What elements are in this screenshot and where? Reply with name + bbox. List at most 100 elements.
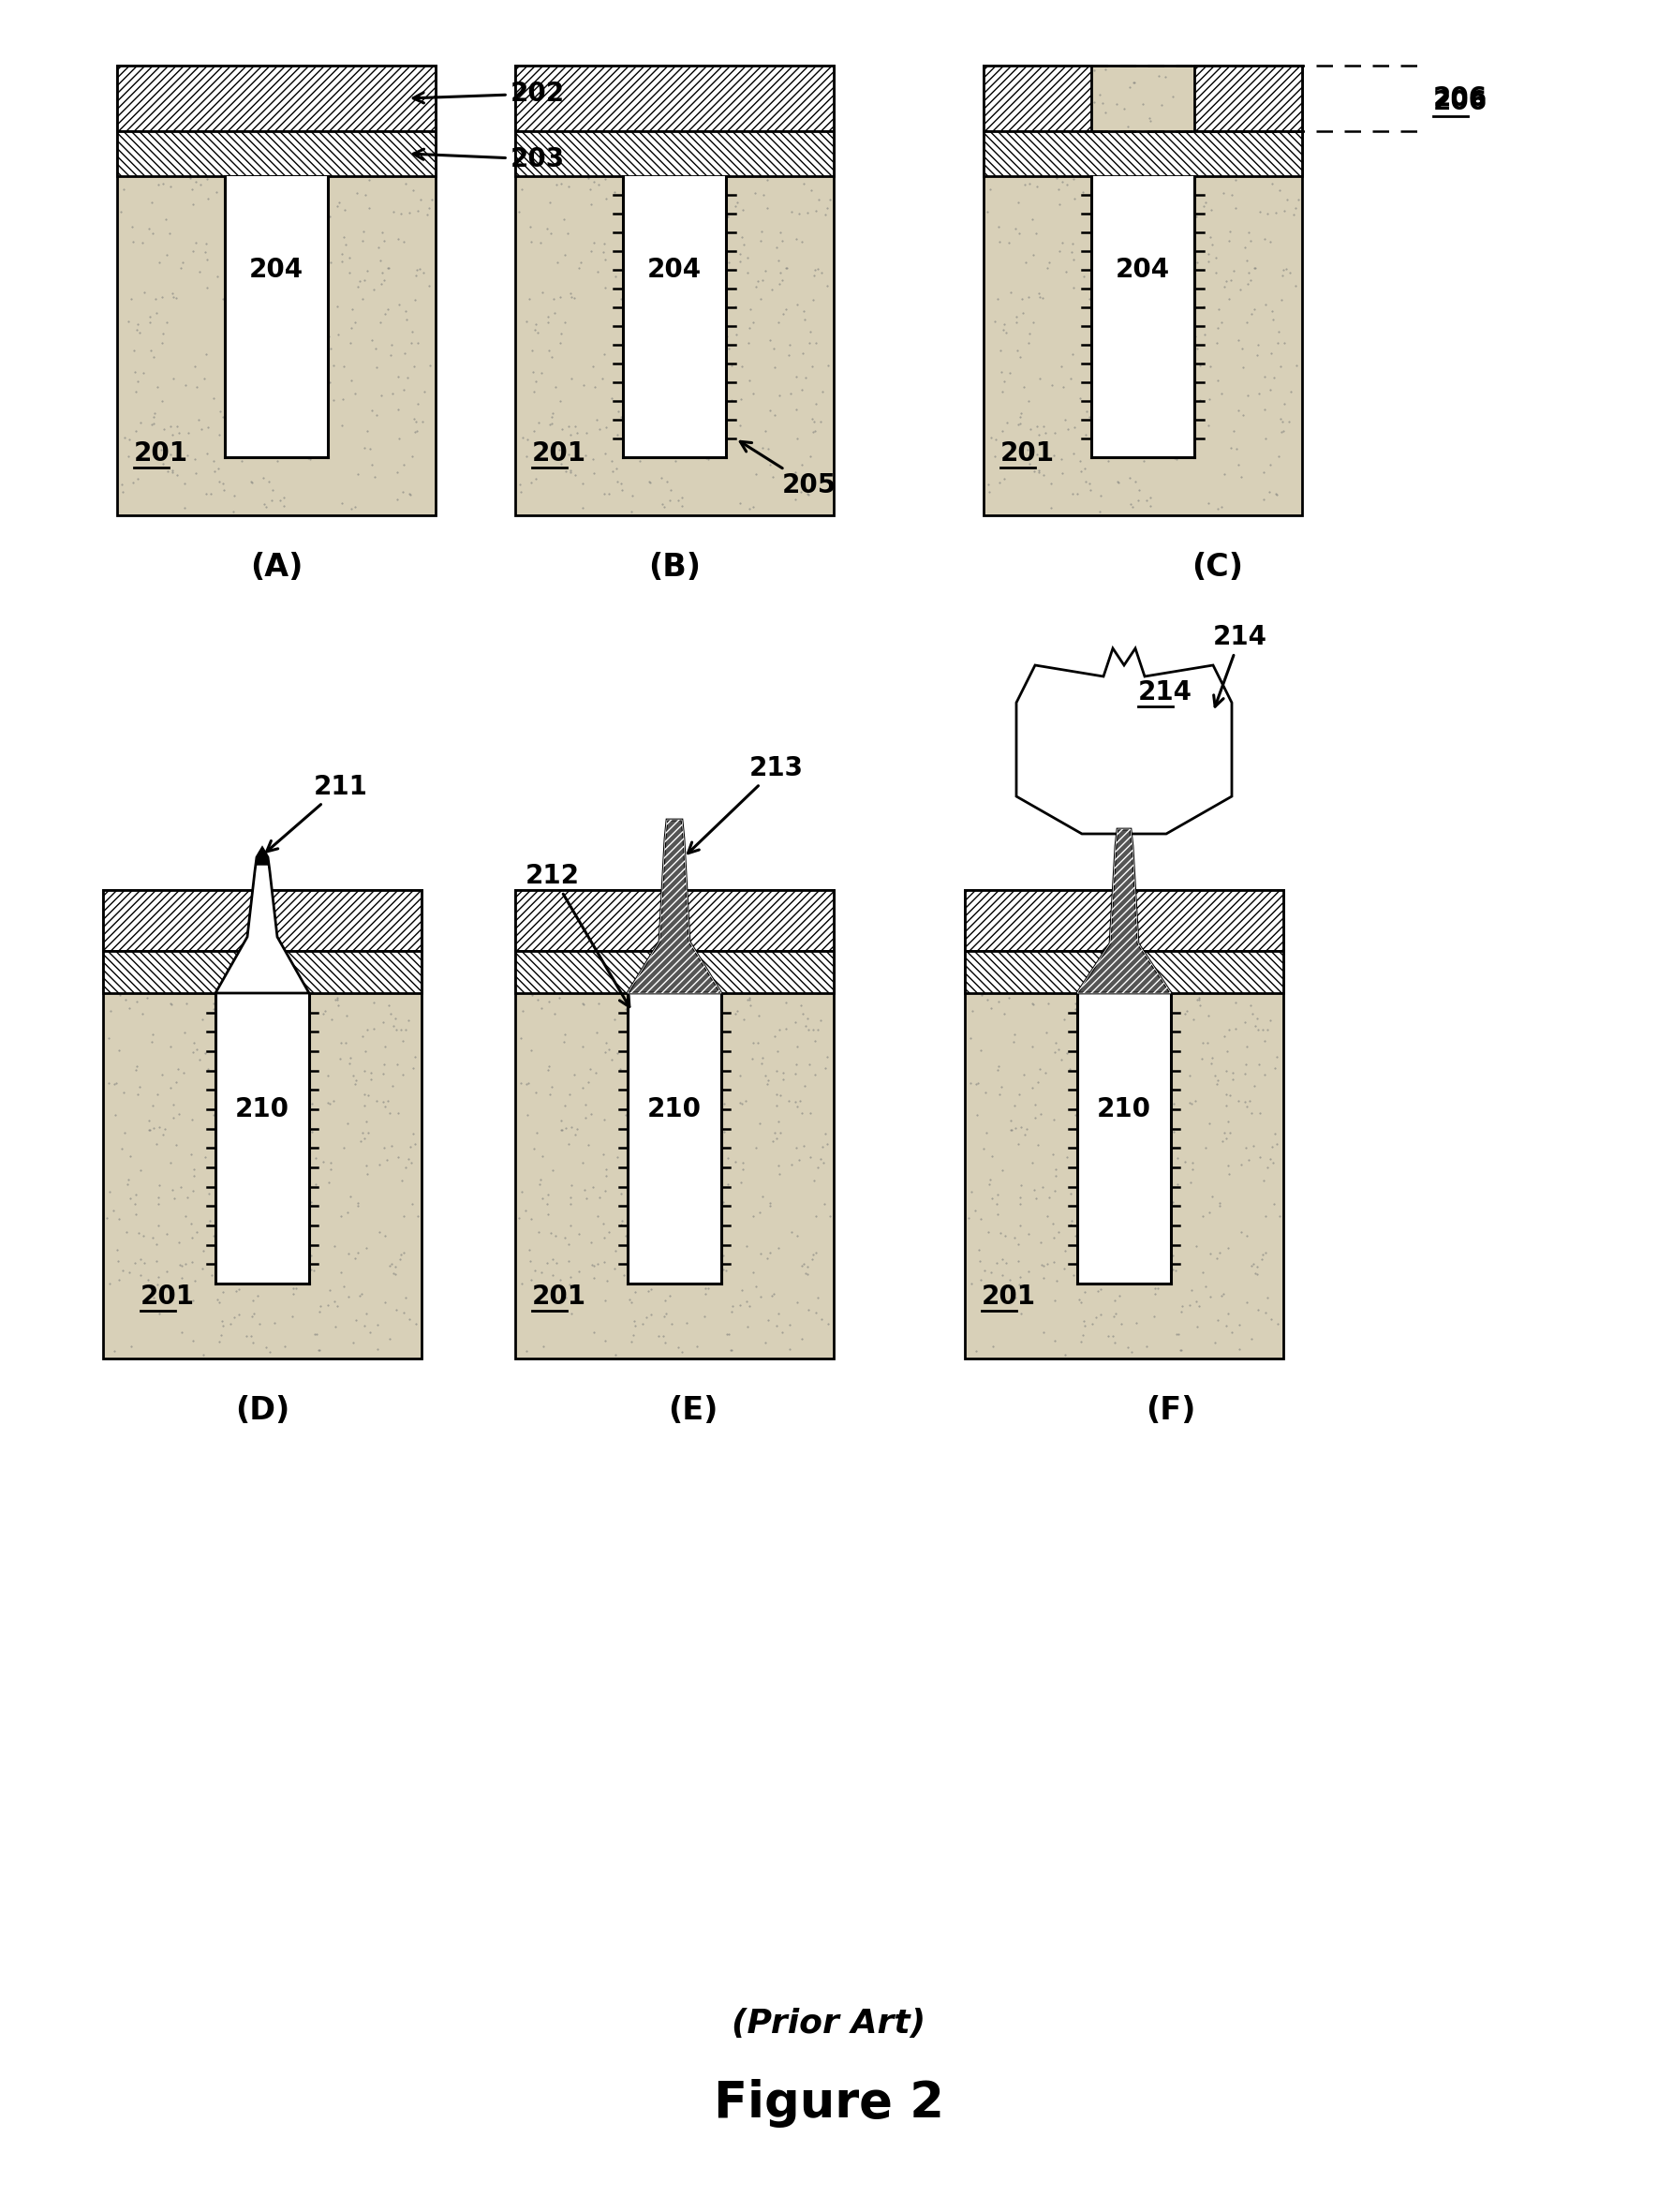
Point [582,896,608,931]
Point [1207,1186,1234,1221]
Point [262,1239,288,1274]
Point [565,250,592,285]
Point [736,980,763,1015]
Point [103,1097,129,1133]
Point [1187,383,1214,418]
Point [748,223,774,259]
Point [1162,1252,1189,1287]
Point [1071,77,1098,113]
Point [1040,71,1066,106]
Point [783,142,809,177]
Point [405,192,431,228]
Point [711,1086,738,1121]
Point [703,228,730,263]
Point [595,1214,622,1250]
Point [295,1077,322,1113]
Point [1161,1113,1187,1148]
Point [594,181,620,217]
Point [723,993,749,1029]
Point [710,356,736,392]
Point [537,215,564,250]
Point [797,947,824,982]
Point [169,896,196,931]
Point [753,190,779,226]
Point [544,166,570,201]
Text: 204: 204 [249,257,303,283]
Point [615,173,642,208]
Point [1129,405,1156,440]
Point [690,883,716,918]
Point [711,252,738,288]
Point [738,292,764,327]
Point [315,1057,342,1093]
Point [1048,53,1074,88]
Point [1111,1055,1137,1091]
Point [1006,215,1033,250]
Point [670,345,696,380]
Point [212,1166,239,1201]
Point [534,1053,560,1088]
Text: 202: 202 [413,80,565,106]
Point [990,922,1016,958]
Point [522,462,549,498]
Bar [983,66,1302,515]
Point [342,971,368,1006]
Point [1106,1002,1132,1037]
Point [615,940,642,975]
Point [604,416,630,451]
Point [358,124,385,159]
Point [1272,387,1298,422]
Point [567,896,594,931]
Bar [623,177,726,458]
Point [522,363,549,398]
Point [1134,883,1161,918]
Point [386,962,413,998]
Point [212,144,239,179]
Point [723,958,749,993]
Point [675,925,701,960]
Point [315,422,342,458]
Point [1263,1305,1290,1340]
Point [806,949,832,984]
Point [1247,947,1273,982]
Point [217,316,244,352]
Point [342,1241,368,1276]
Point [983,1053,1010,1088]
Point [599,1042,625,1077]
Point [250,487,277,522]
Point [1117,947,1144,982]
Point [109,911,136,947]
Point [623,263,650,299]
Point [230,1091,257,1126]
Point [351,1077,378,1113]
Point [608,1177,635,1212]
Point [335,1194,361,1230]
Point [555,1243,582,1279]
Point [1210,175,1237,210]
Point [691,1026,718,1062]
Point [403,405,429,440]
Text: (D): (D) [235,1396,290,1427]
Point [1005,1126,1031,1161]
Point [648,1130,675,1166]
Point [783,358,809,394]
Point [1078,473,1104,509]
Point [361,460,388,495]
Point [333,226,360,261]
Point [812,902,839,938]
Point [607,896,633,931]
Point [320,1084,347,1119]
Point [381,1250,408,1285]
Point [371,1046,398,1082]
Point [1079,1307,1106,1343]
Point [196,409,222,445]
Point [977,473,1003,509]
Point [718,1294,744,1329]
Point [351,261,378,296]
Point [711,343,738,378]
Point [355,111,381,146]
Point [123,1177,149,1212]
Point [1093,95,1119,131]
Point [151,447,177,482]
Point [196,896,222,931]
